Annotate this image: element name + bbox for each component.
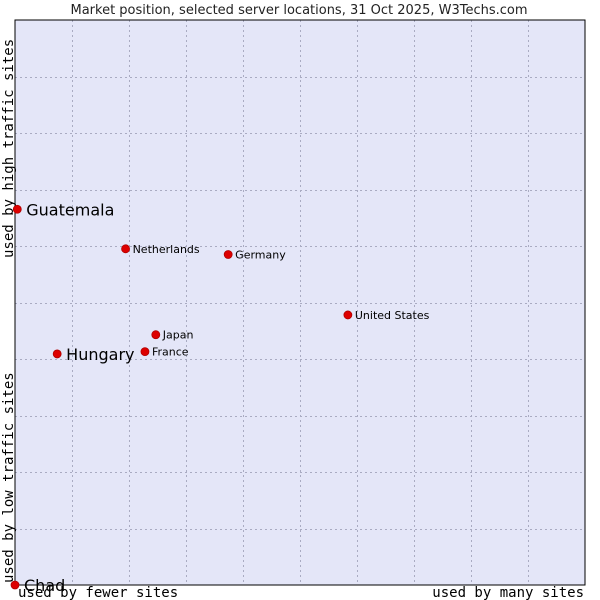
data-point-france bbox=[140, 347, 150, 357]
data-label-germany: Germany bbox=[235, 248, 286, 261]
data-point-germany bbox=[223, 250, 233, 259]
data-label-united-states: United States bbox=[355, 309, 430, 322]
data-label-france: France bbox=[152, 346, 189, 359]
data-label-chad: Chad bbox=[24, 576, 65, 595]
chart-title: Market position, selected server locatio… bbox=[70, 3, 527, 18]
data-point-chad bbox=[10, 580, 20, 590]
y-axis-label-low: used by low traffic sites bbox=[1, 372, 17, 583]
x-axis-label-left: used by fewer sites bbox=[18, 585, 178, 600]
grid bbox=[15, 20, 585, 585]
data-label-japan: Japan bbox=[162, 329, 194, 342]
data-point-united-states bbox=[343, 310, 353, 320]
data-point-hungary bbox=[52, 349, 62, 359]
data-label-hungary: Hungary bbox=[66, 345, 134, 364]
data-point-guatemala bbox=[12, 204, 22, 214]
data-point-japan bbox=[151, 330, 161, 340]
data-label-guatemala: Guatemala bbox=[26, 200, 114, 219]
data-label-netherlands: Netherlands bbox=[133, 243, 200, 256]
plot-frame bbox=[14, 19, 586, 586]
y-axis-label-high: used by high traffic sites bbox=[1, 39, 17, 258]
data-points: Guatemala Netherlands Germany United States… bbox=[10, 200, 430, 595]
data-point-netherlands bbox=[121, 244, 130, 254]
x-axis-label-right: used by many sites bbox=[432, 585, 584, 600]
